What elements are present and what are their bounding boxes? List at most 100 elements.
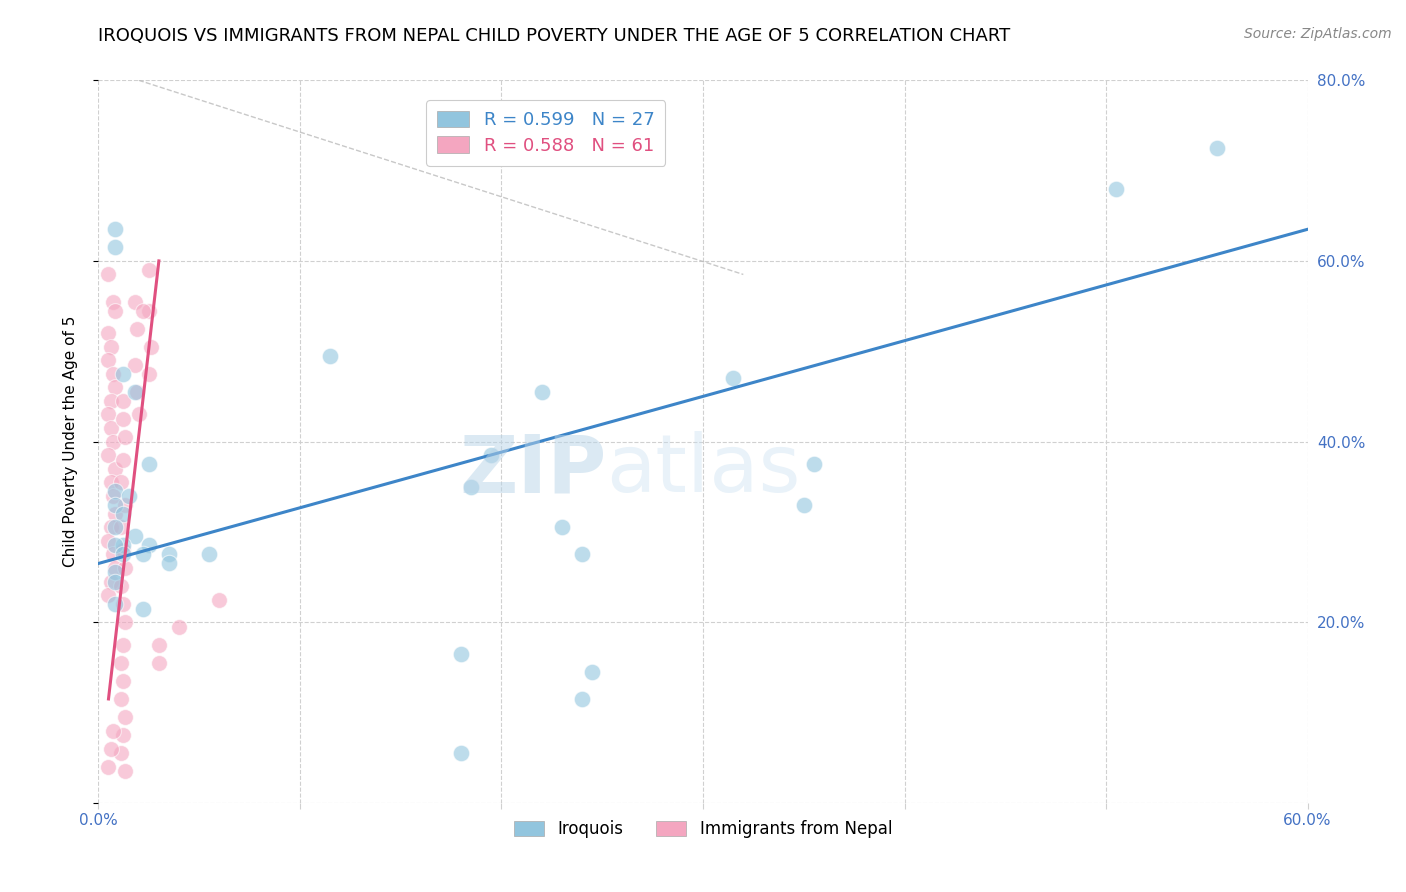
Point — [101, 367, 124, 381]
Point — [138, 457, 160, 471]
Point — [101, 489, 124, 503]
Point — [124, 384, 146, 399]
Point — [481, 448, 503, 462]
Point — [100, 421, 122, 435]
Point — [1206, 141, 1229, 155]
Point — [124, 358, 146, 372]
Point — [100, 520, 122, 534]
Point — [138, 263, 160, 277]
Point — [97, 408, 120, 422]
Point — [100, 574, 122, 589]
Point — [138, 367, 160, 381]
Point — [110, 579, 132, 593]
Point — [450, 746, 472, 760]
Point — [100, 393, 122, 408]
Point — [198, 548, 221, 562]
Text: ZIP: ZIP — [458, 432, 606, 509]
Point — [148, 656, 170, 670]
Point — [118, 489, 141, 503]
Point — [97, 588, 120, 602]
Point — [103, 498, 125, 512]
Point — [581, 665, 603, 679]
Point — [103, 484, 125, 499]
Point — [110, 475, 132, 490]
Point — [103, 222, 125, 236]
Point — [114, 615, 136, 630]
Point — [97, 326, 120, 340]
Point — [100, 741, 122, 756]
Point — [97, 448, 120, 462]
Point — [110, 746, 132, 760]
Point — [1105, 182, 1128, 196]
Point — [103, 520, 125, 534]
Point — [101, 434, 124, 449]
Point — [138, 538, 160, 552]
Point — [110, 692, 132, 706]
Point — [103, 538, 125, 552]
Point — [103, 380, 125, 394]
Point — [111, 393, 134, 408]
Point — [450, 647, 472, 661]
Point — [111, 728, 134, 742]
Point — [103, 240, 125, 254]
Text: atlas: atlas — [606, 432, 800, 509]
Point — [103, 303, 125, 318]
Point — [167, 620, 190, 634]
Point — [114, 498, 136, 512]
Point — [551, 520, 574, 534]
Point — [97, 533, 120, 548]
Point — [111, 452, 134, 467]
Point — [111, 412, 134, 426]
Point — [111, 673, 134, 688]
Point — [125, 321, 148, 335]
Point — [111, 538, 134, 552]
Point — [101, 548, 124, 562]
Point — [103, 597, 125, 611]
Point — [114, 430, 136, 444]
Point — [114, 710, 136, 724]
Point — [103, 507, 125, 521]
Point — [111, 548, 134, 562]
Point — [132, 601, 155, 615]
Point — [124, 294, 146, 309]
Point — [114, 764, 136, 779]
Point — [111, 367, 134, 381]
Point — [111, 507, 134, 521]
Point — [793, 498, 815, 512]
Point — [138, 303, 160, 318]
Text: Source: ZipAtlas.com: Source: ZipAtlas.com — [1244, 27, 1392, 41]
Point — [111, 638, 134, 652]
Point — [111, 597, 134, 611]
Point — [97, 760, 120, 774]
Point — [97, 268, 120, 282]
Point — [208, 592, 231, 607]
Point — [103, 461, 125, 475]
Point — [157, 557, 180, 571]
Point — [103, 561, 125, 575]
Point — [460, 480, 482, 494]
Point — [571, 692, 593, 706]
Point — [139, 340, 162, 354]
Point — [157, 548, 180, 562]
Point — [803, 457, 825, 471]
Point — [110, 520, 132, 534]
Point — [100, 475, 122, 490]
Point — [101, 723, 124, 738]
Point — [124, 529, 146, 543]
Point — [148, 638, 170, 652]
Point — [723, 371, 745, 385]
Point — [571, 548, 593, 562]
Point — [111, 542, 134, 557]
Point — [132, 548, 155, 562]
Point — [114, 561, 136, 575]
Point — [530, 384, 553, 399]
Point — [132, 303, 155, 318]
Point — [110, 656, 132, 670]
Point — [319, 349, 342, 363]
Point — [97, 353, 120, 368]
Point — [128, 408, 150, 422]
Y-axis label: Child Poverty Under the Age of 5: Child Poverty Under the Age of 5 — [63, 316, 77, 567]
Point — [101, 294, 124, 309]
Point — [103, 566, 125, 580]
Point — [100, 340, 122, 354]
